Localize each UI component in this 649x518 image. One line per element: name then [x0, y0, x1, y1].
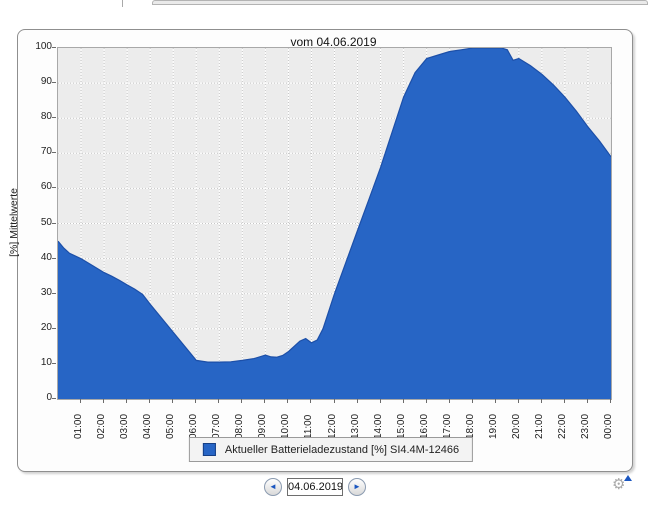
- x-tick-label: 03:00: [119, 413, 131, 439]
- x-tick-mark: [126, 399, 128, 403]
- x-tick-label: 15:00: [395, 413, 407, 439]
- x-tick-mark: [287, 399, 289, 403]
- x-tick-label: 19:00: [487, 413, 499, 439]
- x-tick-label: 12:00: [326, 413, 338, 439]
- left-arrow-icon: ◄: [269, 482, 277, 491]
- legend-label: Aktueller Batterieladezustand [%] SI4.4M…: [224, 443, 460, 456]
- x-tick-label: 18:00: [464, 413, 476, 439]
- y-tick-label: 50: [40, 216, 52, 228]
- y-tick-label: 70: [40, 146, 52, 158]
- y-axis-title-text: [%] Mittelwerte: [8, 188, 20, 257]
- y-tick-mark: [52, 82, 56, 84]
- x-tick-label: 23:00: [579, 413, 591, 439]
- x-tick-label: 10:00: [280, 413, 292, 439]
- y-axis-title: [%] Mittelwerte: [8, 47, 20, 398]
- y-tick-label: 10: [40, 356, 52, 368]
- x-tick-label: 16:00: [418, 413, 430, 439]
- prev-day-button[interactable]: ◄: [264, 478, 282, 496]
- chart-plot-area: [57, 47, 612, 400]
- settings-gear-icon[interactable]: ⚙: [612, 475, 634, 496]
- date-input[interactable]: [287, 478, 343, 496]
- x-tick-mark: [517, 399, 519, 403]
- legend: Aktueller Batterieladezustand [%] SI4.4M…: [188, 437, 474, 462]
- x-tick-label: 04:00: [142, 413, 154, 439]
- x-tick-mark: [264, 399, 266, 403]
- x-tick-label: 22:00: [556, 413, 568, 439]
- x-tick-mark: [103, 399, 105, 403]
- y-tick-label: 100: [35, 41, 52, 52]
- x-tick-label: 11:00: [303, 414, 315, 439]
- battery-charge-line: [58, 48, 611, 363]
- x-tick-mark: [80, 399, 82, 403]
- battery-charge-area-series: [58, 48, 611, 399]
- x-tick-mark: [540, 399, 542, 403]
- x-tick-mark: [333, 399, 335, 403]
- legend-swatch: [202, 443, 216, 456]
- x-tick-mark: [402, 399, 404, 403]
- x-tick-mark: [218, 399, 220, 403]
- x-tick-mark: [241, 399, 243, 403]
- y-tick-label: 30: [40, 286, 52, 298]
- y-tick-label: 0: [46, 392, 52, 403]
- x-tick-mark: [172, 399, 174, 403]
- x-tick-label: 13:00: [349, 413, 361, 439]
- x-tick-mark: [425, 399, 427, 403]
- x-tick-mark: [448, 399, 450, 403]
- y-tick-mark: [52, 362, 56, 364]
- x-tick-mark: [563, 399, 565, 403]
- x-tick-mark: [494, 399, 496, 403]
- chart-title: vom 04.06.2019: [290, 35, 377, 49]
- y-tick-mark: [52, 152, 56, 154]
- x-tick-mark: [610, 399, 611, 403]
- next-day-button[interactable]: ►: [348, 478, 366, 496]
- y-tick-mark: [52, 222, 56, 224]
- y-tick-label: 80: [40, 111, 52, 123]
- y-tick-mark: [52, 327, 56, 329]
- gear-glyph: ⚙: [612, 476, 626, 493]
- x-tick-label: 01:00: [73, 413, 85, 439]
- y-tick-mark: [52, 187, 56, 189]
- x-tick-mark: [310, 399, 312, 403]
- x-tick-label: 06:00: [188, 413, 200, 439]
- x-tick-mark: [195, 399, 197, 403]
- x-tick-label: 20:00: [510, 413, 522, 439]
- x-tick-label: 00:00: [603, 413, 614, 439]
- y-tick-mark: [52, 47, 56, 48]
- x-tick-label: 21:00: [533, 413, 545, 439]
- y-tick-mark: [52, 117, 56, 119]
- x-tick-label: 14:00: [372, 413, 384, 439]
- x-tick-mark: [471, 399, 473, 403]
- y-tick-mark: [52, 257, 56, 259]
- y-tick-label: 60: [40, 181, 52, 193]
- date-navigation: ◄ ►: [264, 478, 366, 496]
- inactive-tab-remnant[interactable]: [152, 0, 648, 5]
- gear-dropdown-triangle-icon: [624, 475, 632, 481]
- x-tick-label: 07:00: [211, 413, 223, 439]
- x-tick-label: 02:00: [96, 413, 108, 439]
- x-tick-mark: [149, 399, 151, 403]
- x-tick-label: 17:00: [441, 413, 453, 439]
- y-tick-mark: [52, 292, 56, 294]
- y-tick-mark: [52, 398, 56, 399]
- x-tick-mark: [379, 399, 381, 403]
- y-tick-label: 20: [40, 321, 52, 333]
- tab-divider: [122, 0, 123, 7]
- x-tick-mark: [586, 399, 588, 403]
- x-tick-mark: [356, 399, 358, 403]
- x-tick-label: 05:00: [165, 413, 177, 439]
- y-tick-label: 40: [40, 251, 52, 263]
- y-tick-label: 90: [40, 76, 52, 88]
- x-tick-label: 08:00: [234, 413, 246, 439]
- x-tick-label: 09:00: [257, 413, 269, 439]
- right-arrow-icon: ►: [353, 482, 361, 491]
